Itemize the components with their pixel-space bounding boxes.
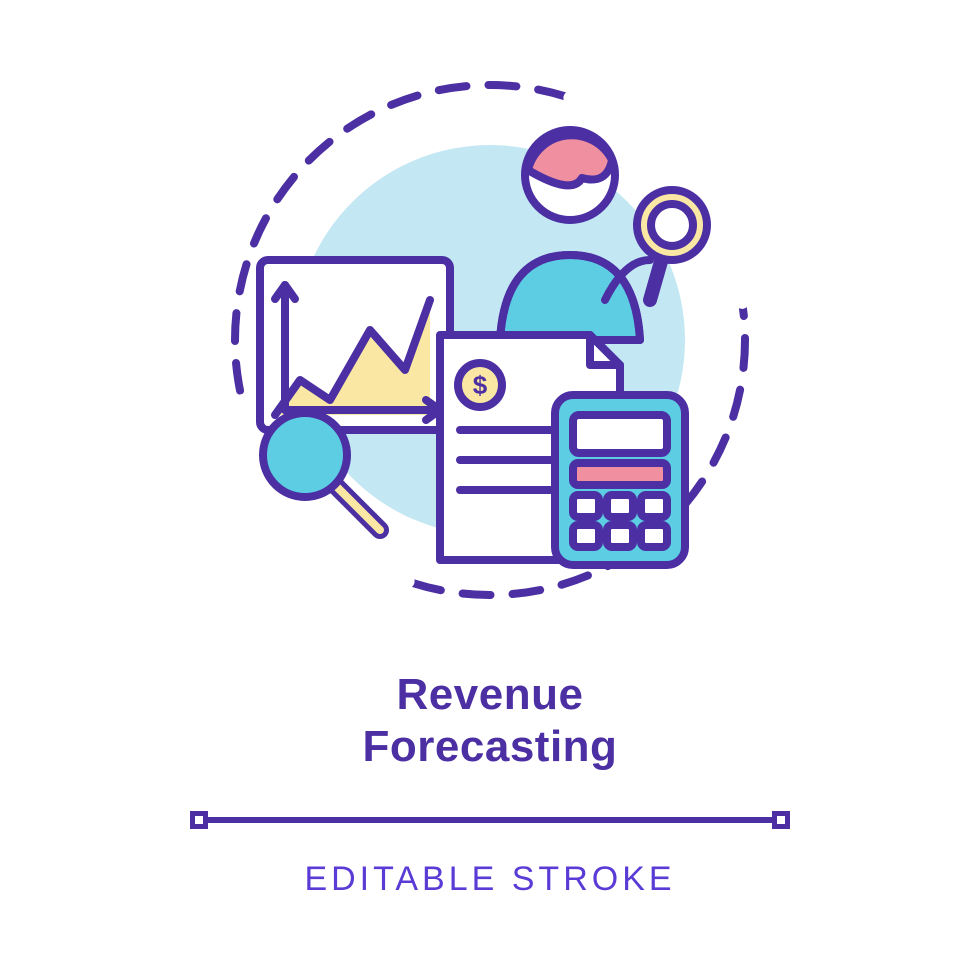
illustration: $ bbox=[0, 0, 980, 700]
title-line1: Revenue bbox=[0, 670, 980, 720]
subtitle: EDITABLE STROKE bbox=[0, 860, 980, 899]
infographic-canvas: $ Revenue Forecasting EDITABLE STROKE bbox=[0, 0, 980, 980]
svg-text:$: $ bbox=[473, 370, 488, 400]
title-line2: Forecasting bbox=[0, 722, 980, 772]
